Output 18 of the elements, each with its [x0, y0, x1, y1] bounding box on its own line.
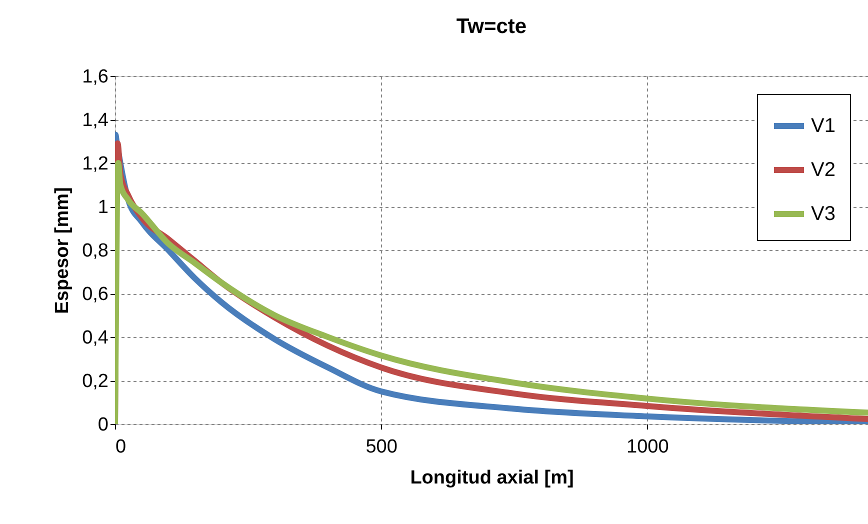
y-tick-label: 1,2: [82, 154, 108, 174]
y-tick-label: 0,4: [82, 328, 109, 348]
y-tick-label: 0,6: [82, 284, 108, 305]
x-tick-label: 500: [366, 436, 398, 458]
y-tick-label: 1: [98, 197, 108, 218]
chart-title: Tw=cte: [456, 15, 527, 38]
y-tick-label: 1,6: [82, 66, 108, 88]
legend-label: V3: [811, 203, 836, 225]
y-tick-label: 0,2: [82, 371, 108, 392]
x-axis-title: Longitud axial [m]: [410, 468, 574, 488]
legend-label: V1: [811, 115, 836, 137]
y-tick-label: 1,4: [82, 110, 109, 131]
y-tick-label: 0: [98, 414, 108, 436]
x-tick-label: 0: [116, 436, 126, 458]
y-tick-label: 0,8: [82, 240, 108, 262]
y-axis-title: Espesor [mm]: [52, 187, 74, 314]
legend-label: V2: [811, 159, 836, 181]
x-tick-label: 1000: [626, 436, 669, 458]
